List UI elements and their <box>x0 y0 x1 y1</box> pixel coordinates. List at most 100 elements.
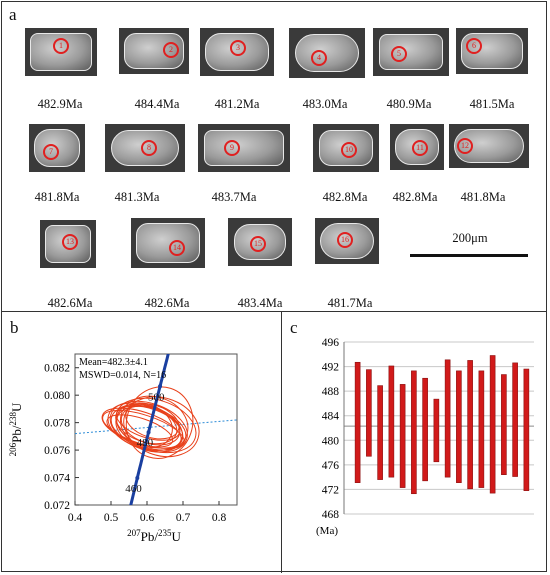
y-tick-label: 0.082 <box>44 363 70 375</box>
error-ellipse <box>123 396 200 458</box>
age-error-bar <box>467 360 473 490</box>
y-tick-label: 0.076 <box>44 445 70 457</box>
grain-age-label: 481.8Ma <box>34 190 80 204</box>
grain-age-label: 483.0Ma <box>302 97 348 111</box>
age-error-bar <box>478 370 485 488</box>
grain-age-label: 484.4Ma <box>134 97 180 111</box>
concordia-age-label: 480 <box>137 437 154 449</box>
cl-grain-image: 8 <box>105 124 185 172</box>
cl-grain-image: 1 <box>25 28 97 76</box>
grain-age-label: 482.8Ma <box>322 190 368 204</box>
cl-grain-image: 15 <box>228 218 292 266</box>
panel-c-label: c <box>290 318 298 337</box>
analysis-spot: 13 <box>62 234 78 250</box>
concordia-age-marker <box>135 476 140 481</box>
scale-bar-label: 200μm <box>452 231 488 245</box>
grain-age-label: 481.7Ma <box>327 296 373 310</box>
zircon-grain <box>34 129 80 167</box>
cl-grain-image: 5 <box>373 28 449 76</box>
panel-divider-horizontal <box>1 311 547 312</box>
analysis-spot: 16 <box>337 232 353 248</box>
cl-grain-image: 2 <box>119 28 189 74</box>
analysis-spot: 1 <box>53 38 69 54</box>
y-tick-label: 492 <box>322 362 340 374</box>
analysis-spot: 10 <box>341 142 357 158</box>
analysis-spot: 7 <box>43 144 59 160</box>
error-ellipse <box>115 404 181 441</box>
age-error-bar <box>422 377 428 482</box>
age-error-bar <box>399 384 406 488</box>
x-axis-label: 207Pb/235U <box>127 528 181 544</box>
grain-age-label: 481.8Ma <box>460 190 506 204</box>
scale-bar <box>410 254 528 257</box>
panel-divider-vertical <box>281 311 282 573</box>
analysis-spot: 2 <box>163 42 179 58</box>
concordia-age-marker <box>158 384 163 389</box>
concordia-age-label: 500 <box>148 391 165 403</box>
panel-b-label: b <box>10 318 19 337</box>
analysis-spot: 9 <box>224 140 240 156</box>
age-error-bar <box>489 355 496 494</box>
y-tick-label: 0.072 <box>44 500 70 512</box>
grain-age-label: 483.7Ma <box>211 190 257 204</box>
y-tick-label: 0.078 <box>44 418 70 430</box>
cl-grain-image: 13 <box>40 220 96 268</box>
zircon-grain <box>379 34 443 70</box>
error-ellipse <box>120 395 189 453</box>
y-tick-label: 472 <box>322 484 340 496</box>
y-tick-label: 480 <box>322 435 340 447</box>
age-error-bar <box>433 398 440 463</box>
cl-grain-image: 16 <box>315 218 379 264</box>
y-tick-label: 476 <box>322 460 340 472</box>
grain-age-label: 481.2Ma <box>214 97 260 111</box>
error-ellipse <box>125 386 194 459</box>
y-axis-label: 206Pb/238U <box>8 402 24 456</box>
age-error-bar <box>354 361 361 483</box>
mswd-annotation: MSWD=0.014, N=16 <box>79 370 166 381</box>
age-error-bar <box>456 370 462 483</box>
y-tick-label: 0.074 <box>44 473 70 485</box>
zircon-grain <box>319 130 373 166</box>
analysis-spot: 3 <box>230 40 246 56</box>
x-tick-label: 0.6 <box>140 512 155 524</box>
analysis-spot: 15 <box>250 236 266 252</box>
cl-grain-image: 4 <box>289 28 365 78</box>
concordia-age-label: 460 <box>125 483 142 495</box>
analysis-spot: 11 <box>412 140 428 156</box>
y-tick-label: 488 <box>322 386 340 398</box>
analysis-spot: 5 <box>391 46 407 62</box>
x-tick-label: 0.5 <box>104 512 119 524</box>
grain-age-label: 483.4Ma <box>237 296 283 310</box>
grain-age-label: 480.9Ma <box>386 97 432 111</box>
grain-age-label: 481.3Ma <box>114 190 160 204</box>
cl-grain-image: 9 <box>198 124 290 172</box>
cl-grain-image: 12 <box>449 124 529 168</box>
reference-line <box>75 419 237 435</box>
cl-grain-image: 11 <box>390 124 444 170</box>
age-error-bar <box>523 368 530 491</box>
age-error-bar <box>366 369 372 457</box>
y-tick-label: 468 <box>322 509 340 521</box>
analysis-spot: 14 <box>169 240 185 256</box>
analysis-spot: 8 <box>141 140 157 156</box>
analysis-spot: 12 <box>457 138 473 154</box>
zircon-grain <box>136 223 200 263</box>
mean-age-annotation: Mean=482.3±4.1 <box>79 357 148 368</box>
analysis-spot: 6 <box>466 38 482 54</box>
cl-grain-image: 10 <box>313 124 379 172</box>
zircon-grain <box>205 33 269 71</box>
concordia-curve <box>129 354 170 505</box>
y-tick-label: 484 <box>322 411 340 423</box>
age-error-bar <box>444 359 451 478</box>
grain-age-label: 481.5Ma <box>469 97 515 111</box>
grain-age-label: 482.8Ma <box>392 190 438 204</box>
cl-grain-image: 3 <box>200 28 274 76</box>
grain-age-label: 482.6Ma <box>47 296 93 310</box>
cl-grain-image: 6 <box>456 28 528 74</box>
age-error-bar <box>501 374 507 475</box>
zircon-grain <box>204 130 284 166</box>
age-error-bar <box>388 365 395 478</box>
x-tick-label: 0.4 <box>68 512 83 524</box>
unit-label: (Ma) <box>316 525 338 537</box>
